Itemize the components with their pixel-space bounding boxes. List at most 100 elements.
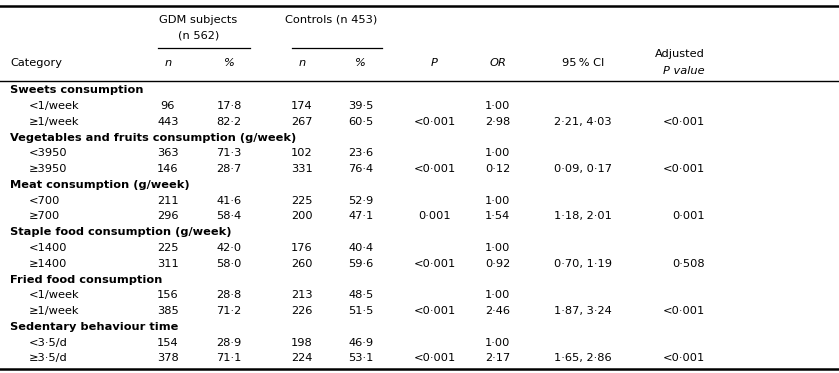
Text: 1·54: 1·54: [485, 211, 510, 222]
Text: 211: 211: [157, 196, 179, 206]
Text: 2·98: 2·98: [485, 117, 510, 127]
Text: 82·2: 82·2: [216, 117, 242, 127]
Text: Fried food consumption: Fried food consumption: [10, 275, 163, 285]
Text: 40·4: 40·4: [348, 243, 373, 253]
Text: 42·0: 42·0: [216, 243, 242, 253]
Text: Sedentary behaviour time: Sedentary behaviour time: [10, 322, 179, 332]
Text: 0·508: 0·508: [672, 259, 705, 269]
Text: ≥1400: ≥1400: [29, 259, 67, 269]
Text: GDM subjects: GDM subjects: [159, 15, 237, 25]
Text: Vegetables and fruits consumption (g/week): Vegetables and fruits consumption (g/wee…: [10, 133, 296, 142]
Text: 71·3: 71·3: [216, 148, 242, 159]
Text: <3·5/d: <3·5/d: [29, 338, 67, 348]
Text: <700: <700: [29, 196, 60, 206]
Text: 1·00: 1·00: [485, 338, 510, 348]
Text: 102: 102: [291, 148, 313, 159]
Text: ≥3950: ≥3950: [29, 164, 67, 174]
Text: 96: 96: [160, 101, 175, 111]
Text: 225: 225: [291, 196, 313, 206]
Text: P value: P value: [663, 66, 705, 76]
Text: 1·00: 1·00: [485, 148, 510, 159]
Text: <1/week: <1/week: [29, 101, 79, 111]
Text: 213: 213: [291, 290, 313, 300]
Text: <0·001: <0·001: [663, 164, 705, 174]
Text: 200: 200: [291, 211, 313, 222]
Text: <0·001: <0·001: [414, 306, 456, 316]
Text: 1·65, 2·86: 1·65, 2·86: [555, 353, 612, 363]
Text: 2·46: 2·46: [485, 306, 510, 316]
Text: 1·00: 1·00: [485, 196, 510, 206]
Text: 53·1: 53·1: [348, 353, 373, 363]
Text: 385: 385: [157, 306, 179, 316]
Text: 154: 154: [157, 338, 179, 348]
Text: <0·001: <0·001: [414, 164, 456, 174]
Text: 0·92: 0·92: [485, 259, 510, 269]
Text: 174: 174: [291, 101, 313, 111]
Text: 311: 311: [157, 259, 179, 269]
Text: 28·9: 28·9: [216, 338, 242, 348]
Text: 443: 443: [157, 117, 179, 127]
Text: <0·001: <0·001: [414, 353, 456, 363]
Text: 46·9: 46·9: [348, 338, 373, 348]
Text: <3950: <3950: [29, 148, 67, 159]
Text: 0·001: 0·001: [672, 211, 705, 222]
Text: 0·09, 0·17: 0·09, 0·17: [554, 164, 612, 174]
Text: 60·5: 60·5: [348, 117, 373, 127]
Text: ≥1/week: ≥1/week: [29, 117, 79, 127]
Text: 363: 363: [157, 148, 179, 159]
Text: 226: 226: [291, 306, 313, 316]
Text: 23·6: 23·6: [348, 148, 373, 159]
Text: 47·1: 47·1: [348, 211, 373, 222]
Text: <0·001: <0·001: [663, 353, 705, 363]
Text: 260: 260: [291, 259, 313, 269]
Text: %: %: [356, 58, 366, 68]
Text: 198: 198: [291, 338, 313, 348]
Text: 267: 267: [291, 117, 313, 127]
Text: 0·70, 1·19: 0·70, 1·19: [554, 259, 612, 269]
Text: Adjusted: Adjusted: [655, 50, 705, 59]
Text: P: P: [431, 58, 438, 68]
Text: 76·4: 76·4: [348, 164, 373, 174]
Text: 58·4: 58·4: [216, 211, 242, 222]
Text: 146: 146: [157, 164, 179, 174]
Text: <0·001: <0·001: [414, 117, 456, 127]
Text: Category: Category: [10, 58, 62, 68]
Text: 331: 331: [291, 164, 313, 174]
Text: 1·00: 1·00: [485, 243, 510, 253]
Text: 1·00: 1·00: [485, 101, 510, 111]
Text: 48·5: 48·5: [348, 290, 373, 300]
Text: 28·8: 28·8: [216, 290, 242, 300]
Text: 1·18, 2·01: 1·18, 2·01: [555, 211, 612, 222]
Text: Controls (n 453): Controls (n 453): [285, 15, 378, 25]
Text: <1/week: <1/week: [29, 290, 79, 300]
Text: ≥1/week: ≥1/week: [29, 306, 79, 316]
Text: 225: 225: [157, 243, 179, 253]
Text: 1·00: 1·00: [485, 290, 510, 300]
Text: <1400: <1400: [29, 243, 67, 253]
Text: 296: 296: [157, 211, 179, 222]
Text: 51·5: 51·5: [348, 306, 373, 316]
Text: n: n: [164, 58, 171, 68]
Text: 378: 378: [157, 353, 179, 363]
Text: 0·001: 0·001: [419, 211, 451, 222]
Text: 2·21, 4·03: 2·21, 4·03: [555, 117, 612, 127]
Text: Meat consumption (g/week): Meat consumption (g/week): [10, 180, 190, 190]
Text: 17·8: 17·8: [216, 101, 242, 111]
Text: <0·001: <0·001: [663, 306, 705, 316]
Text: OR: OR: [489, 58, 506, 68]
Text: 2·17: 2·17: [485, 353, 510, 363]
Text: 58·0: 58·0: [216, 259, 242, 269]
Text: 52·9: 52·9: [348, 196, 373, 206]
Text: Sweets consumption: Sweets consumption: [10, 85, 143, 95]
Text: %: %: [224, 58, 234, 68]
Text: 71·1: 71·1: [216, 353, 242, 363]
Text: ≥3·5/d: ≥3·5/d: [29, 353, 67, 363]
Text: 1·87, 3·24: 1·87, 3·24: [555, 306, 612, 316]
Text: 41·6: 41·6: [216, 196, 242, 206]
Text: 28·7: 28·7: [216, 164, 242, 174]
Text: 95 % CI: 95 % CI: [562, 58, 604, 68]
Text: Staple food consumption (g/week): Staple food consumption (g/week): [10, 227, 232, 237]
Text: ≥700: ≥700: [29, 211, 60, 222]
Text: 71·2: 71·2: [216, 306, 242, 316]
Text: 0·12: 0·12: [485, 164, 510, 174]
